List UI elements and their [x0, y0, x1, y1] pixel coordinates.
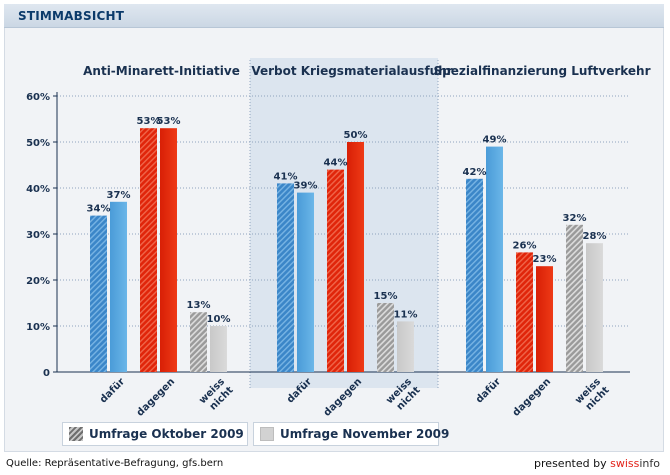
bar-value-label: 13%	[187, 300, 211, 311]
bar	[277, 183, 294, 372]
category-label: dagegen	[511, 376, 553, 418]
bar	[377, 303, 394, 372]
group-title: Anti-Minarett-Initiative	[83, 64, 240, 78]
bar-value-label: 42%	[463, 167, 487, 178]
presented-by[interactable]: presented by swissinfo	[534, 457, 660, 470]
category-label-line: dafür	[474, 376, 503, 405]
category-label-line: dagegen	[135, 376, 177, 418]
legend-label-october: Umfrage Oktober 2009	[89, 427, 244, 441]
bar	[210, 326, 227, 372]
source-note: Quelle: Repräsentative-Befragung, gfs.be…	[6, 458, 224, 469]
bar-value-label: 37%	[107, 190, 131, 201]
bar	[536, 266, 553, 372]
category-label-line: dafür	[98, 376, 127, 405]
y-tick-label: 40%	[26, 184, 50, 195]
bar-value-label: 32%	[563, 213, 587, 224]
bar	[486, 146, 503, 372]
category-label: dagegen	[135, 376, 177, 418]
category-label: weissnicht	[197, 376, 236, 415]
category-label-line: dagegen	[511, 376, 553, 418]
bar-chart: 0 10% 20% 30% 40% 50% 60% Anti-Minarett-Initia…	[26, 58, 651, 419]
bar-value-label: 50%	[344, 130, 368, 141]
bar	[297, 192, 314, 372]
bar	[140, 128, 157, 372]
bar-value-label: 49%	[483, 135, 507, 146]
legend-item-october: Umfrage Oktober 2009	[62, 422, 248, 446]
bar-value-label: 44%	[324, 158, 348, 169]
bar	[397, 321, 414, 372]
legend-swatch-solid	[260, 427, 274, 441]
bar-value-label: 15%	[374, 291, 398, 302]
bar-value-label: 23%	[533, 254, 557, 265]
bar	[90, 215, 107, 372]
header-bar: STIMMABSICHT	[4, 4, 664, 28]
bar-value-label: 53%	[157, 116, 181, 127]
bar	[466, 178, 483, 372]
bar-value-label: 41%	[274, 171, 298, 182]
y-tick-label: 10%	[26, 322, 50, 333]
bar	[190, 312, 207, 372]
bar	[516, 252, 533, 372]
y-tick-label: 0	[43, 368, 50, 379]
legend-item-november: Umfrage November 2009	[253, 422, 449, 446]
bar-value-label: 28%	[583, 231, 607, 242]
bar	[566, 224, 583, 372]
y-tick-label: 50%	[26, 138, 50, 149]
category-label: dafür	[98, 376, 127, 405]
bar	[586, 243, 603, 372]
legend-swatch-hatched	[69, 427, 83, 441]
brand-swiss: swiss	[610, 457, 640, 470]
bar-value-label: 11%	[394, 309, 418, 320]
brand-info: info	[639, 457, 660, 470]
legend-label-november: Umfrage November 2009	[280, 427, 450, 441]
bar	[160, 128, 177, 372]
chart-header-title: STIMMABSICHT	[18, 9, 125, 23]
y-tick-label: 60%	[26, 92, 50, 103]
bar-value-label: 39%	[294, 181, 318, 192]
group-title: Verbot Kriegsmaterialausfuhr	[251, 64, 452, 78]
category-label: weissnicht	[573, 376, 612, 415]
bar	[327, 169, 344, 372]
bar-value-label: 10%	[207, 314, 231, 325]
bar-value-label: 53%	[137, 116, 161, 127]
bar	[110, 201, 127, 372]
category-label: dafür	[474, 376, 503, 405]
bar-value-label: 34%	[87, 204, 111, 215]
y-tick-label: 20%	[26, 276, 50, 287]
presented-by-text: presented by	[534, 457, 607, 470]
y-tick-label: 30%	[26, 230, 50, 241]
group-title: Spezialfinanzierung Luftverkehr	[433, 64, 650, 78]
bar	[347, 142, 364, 372]
bar-value-label: 26%	[513, 240, 537, 251]
